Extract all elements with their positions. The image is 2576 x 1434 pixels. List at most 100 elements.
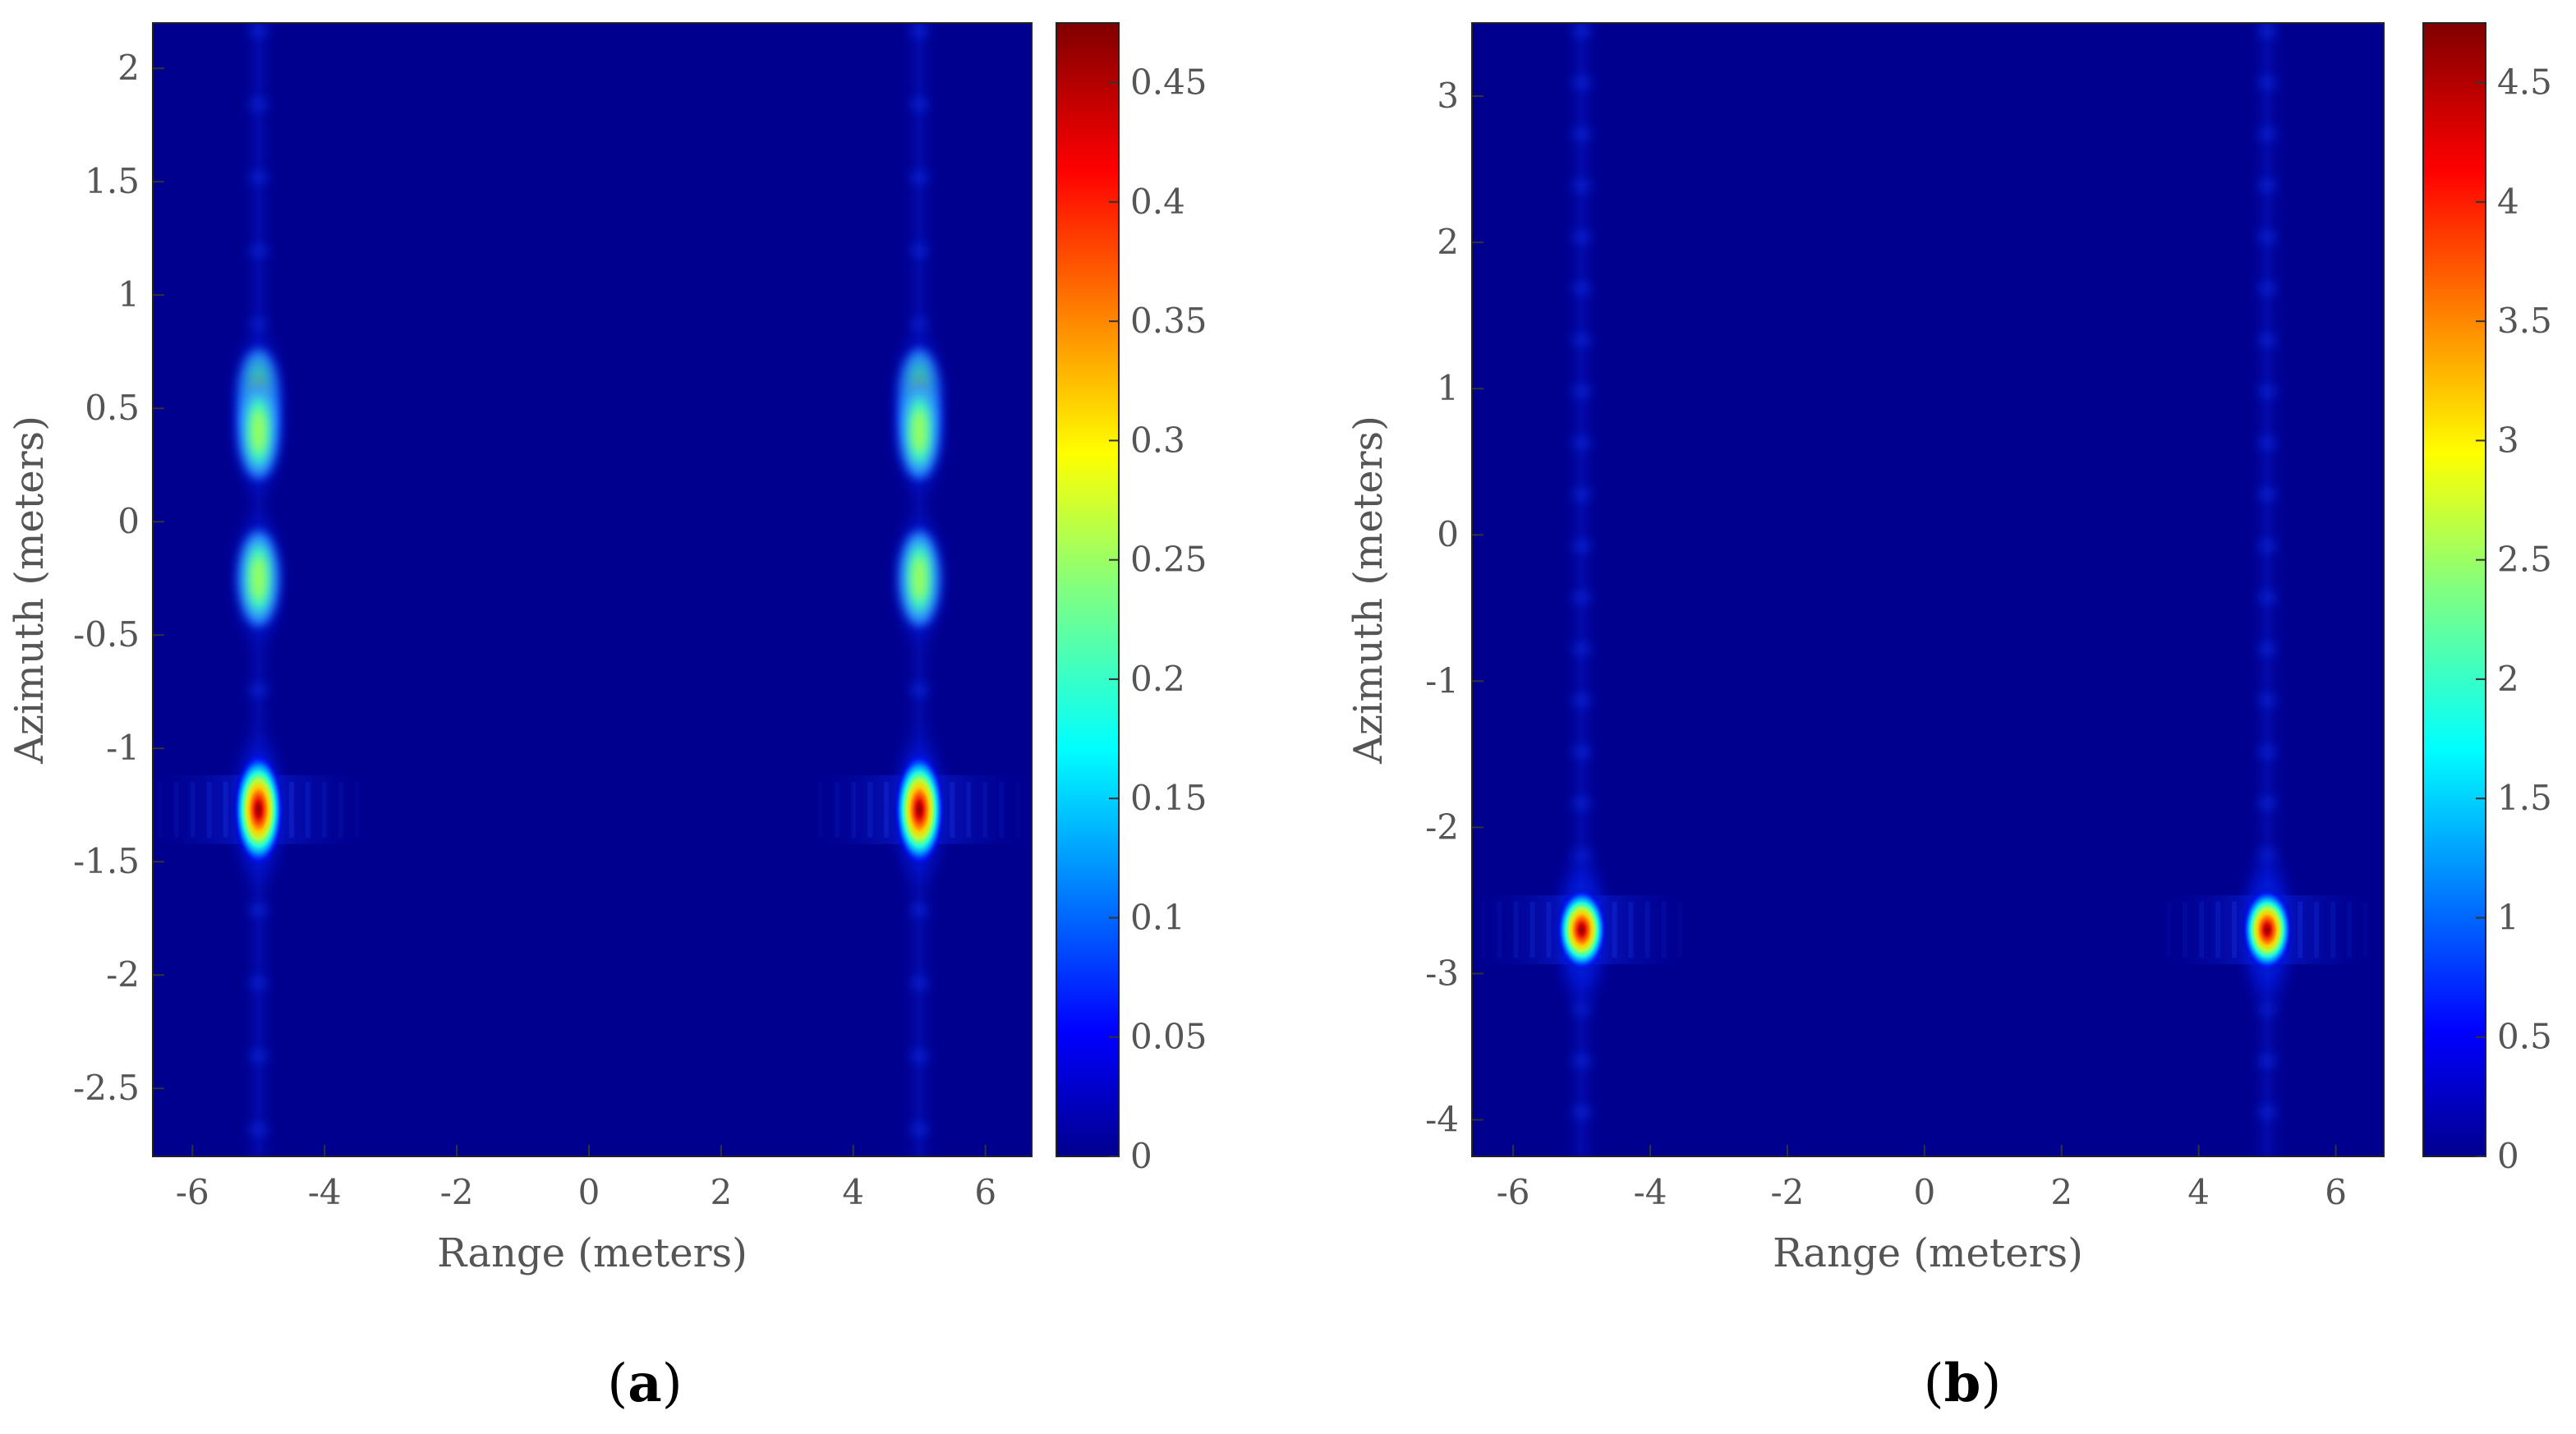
sidelobe-bar	[999, 781, 1005, 838]
y-tick-label: 0.5	[85, 388, 140, 428]
colorbar	[1056, 23, 1119, 1156]
sidelobe-blob	[2257, 384, 2278, 399]
y-tick-label: -1	[1425, 660, 1459, 701]
sidelobe-blob	[1571, 126, 1592, 142]
sidelobe-bar	[835, 781, 840, 838]
sidelobe-bar	[1628, 902, 1634, 958]
sidelobe-blob	[2257, 126, 2278, 142]
colorbar-tick-label: 3	[2497, 420, 2519, 460]
sidelobe-bar	[2330, 902, 2336, 958]
colorbar-tick-label: 0.45	[1130, 62, 1208, 103]
sidelobe-blob	[248, 24, 269, 39]
x-tick-label: -2	[1770, 1172, 1804, 1212]
y-tick-label: -1	[106, 728, 140, 768]
colorbar-tick-label: 0.35	[1130, 301, 1208, 341]
sidelobe-blob	[248, 683, 269, 698]
peak-mark	[893, 750, 946, 869]
plot-frame	[152, 22, 1033, 1157]
colorbar-tick-label: 0.3	[1130, 420, 1185, 460]
colorbar	[2423, 23, 2486, 1156]
sidelobe-bar	[1644, 902, 1650, 958]
sidelobe-bar	[818, 781, 824, 838]
sidelobe-bar	[190, 781, 196, 838]
chart-panel-b: -6 -4 -2 0 2 4 6 -4 -3 -2 -1 0 1 2 3 Range (meters) Azim…	[1346, 22, 2552, 1414]
x-tick-label: -4	[1634, 1172, 1668, 1212]
sidelobe-bar	[1661, 902, 1667, 958]
sidelobe-bar	[1513, 902, 1519, 958]
sidelobe-blob	[2257, 1105, 2278, 1120]
x-tick-label: 0	[578, 1172, 600, 1212]
sidelobe-bar	[2215, 902, 2221, 958]
y-tick-label: -1.5	[73, 841, 140, 881]
colorbar-tick-label: 2	[2497, 659, 2519, 699]
sidelobe-bar	[157, 781, 163, 838]
peak-mark-core	[913, 408, 927, 453]
peak-mark-core	[251, 408, 265, 453]
sidelobe-blob	[248, 97, 269, 113]
x-tick-label: -6	[1497, 1172, 1530, 1212]
x-tick-label: 2	[711, 1172, 733, 1212]
peak-mark	[232, 750, 285, 869]
sidelobe-bar	[338, 781, 343, 838]
colorbar-tick-label: 0.4	[1130, 182, 1185, 222]
x-tick-label: 6	[974, 1172, 996, 1212]
sidelobe-blob	[1571, 281, 1592, 296]
sidelobe-bar	[2166, 902, 2172, 958]
sidelobe-blob	[2257, 796, 2278, 811]
peak-mark	[1555, 887, 1608, 972]
sidelobe-bar	[2183, 902, 2188, 958]
sidelobe-bar	[354, 781, 360, 838]
sidelobe-blob	[1571, 333, 1592, 348]
sidelobe-blob	[1571, 229, 1592, 245]
sidelobe-blob	[248, 243, 269, 259]
sidelobe-blob	[2257, 435, 2278, 451]
y-tick-label: -3	[1425, 953, 1459, 993]
panel-label: (a)	[607, 1353, 682, 1414]
sidelobe-bar	[982, 781, 988, 838]
sidelobe-bar	[966, 781, 972, 838]
colorbar-tick-label: 0.25	[1130, 540, 1208, 580]
sidelobe-bar	[173, 781, 179, 838]
sidelobe-blob	[2257, 538, 2278, 554]
x-tick-label: -2	[440, 1172, 474, 1212]
colorbar-tick-label: 0.15	[1130, 778, 1208, 818]
sidelobe-blob	[2257, 590, 2278, 605]
sidelobe-blob	[1571, 641, 1592, 657]
colorbar-tick-label: 4.5	[2497, 62, 2552, 103]
colorbar-tick-label: 0.5	[2497, 1017, 2552, 1057]
colorbar-tick-label: 1.5	[2497, 778, 2552, 818]
sidelobe-blob	[1571, 435, 1592, 451]
y-axis-label: Azimuth (meters)	[7, 416, 53, 765]
y-tick-label: 0	[1437, 514, 1459, 554]
sidelobe-blob	[1571, 590, 1592, 605]
sidelobe-bar	[1497, 902, 1502, 958]
sidelobe-blob	[2257, 692, 2278, 708]
colorbar-tick-label: 4	[2497, 182, 2519, 222]
sidelobe-blob	[1571, 178, 1592, 194]
sidelobe-blob	[1571, 796, 1592, 811]
sidelobe-blob	[1571, 1105, 1592, 1120]
x-axis-label: Range (meters)	[1773, 1230, 2083, 1276]
colorbar-tick-label: 0	[1130, 1136, 1152, 1176]
sidelobe-blob	[909, 97, 930, 113]
sidelobe-blob	[909, 170, 930, 186]
sidelobe-blob	[2257, 24, 2278, 39]
plot-frame	[1471, 22, 2385, 1157]
sidelobe-blob	[1571, 692, 1592, 708]
sidelobe-blob	[2257, 178, 2278, 194]
y-tick-label: -0.5	[73, 614, 140, 655]
peak-mark-core	[913, 556, 927, 601]
sidelobe-bar	[1530, 902, 1535, 958]
colorbar-tick-label: 0.05	[1130, 1017, 1208, 1057]
colorbar-tick-label: 0.2	[1130, 659, 1185, 699]
sidelobe-bar	[1480, 902, 1486, 958]
y-axis-label: Azimuth (meters)	[1346, 416, 1392, 765]
sidelobe-blob	[909, 1122, 930, 1138]
x-tick-label: 6	[2325, 1172, 2347, 1212]
colorbar-frame	[2422, 22, 2486, 1157]
sidelobe-bar	[321, 781, 327, 838]
sidelobe-bar	[851, 781, 857, 838]
sidelobe-blob	[1571, 384, 1592, 399]
x-tick-label: 4	[2187, 1172, 2210, 1212]
